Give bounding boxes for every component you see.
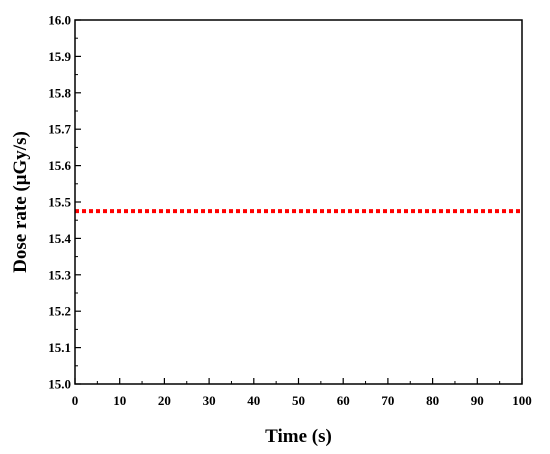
x-tick-label: 50	[292, 393, 305, 408]
y-tick-label: 15.7	[48, 122, 71, 137]
x-tick-label: 60	[337, 393, 350, 408]
x-tick-label: 0	[72, 393, 79, 408]
x-tick-label: 80	[426, 393, 439, 408]
x-tick-label: 10	[113, 393, 126, 408]
x-tick-label: 70	[381, 393, 394, 408]
x-tick-label: 90	[471, 393, 484, 408]
x-tick-label: 100	[512, 393, 532, 408]
plot-frame	[74, 19, 523, 385]
y-tick-label: 15.2	[48, 304, 71, 319]
y-tick-label: 15.0	[48, 377, 71, 392]
y-tick-label: 15.1	[48, 340, 71, 355]
y-tick-label: 15.6	[48, 158, 71, 173]
ticks-layer: 0 10 20 30 40 50 60 70 80 90 100 15.0 15.1 15.2 15.3 15…	[48, 13, 532, 409]
y-tick-label: 15.3	[48, 267, 71, 282]
x-axis-title: Time (s)	[265, 426, 332, 447]
y-tick-label: 16.0	[48, 13, 71, 28]
y-tick-label: 15.4	[48, 231, 71, 246]
x-tick-label: 20	[158, 393, 171, 408]
y-tick-label: 15.5	[48, 195, 71, 210]
y-axis-title: Dose rate (μGy/s)	[10, 131, 31, 273]
x-tick-label: 30	[203, 393, 216, 408]
x-tick-label: 40	[247, 393, 260, 408]
y-tick-label: 15.8	[48, 85, 71, 100]
y-tick-label: 15.9	[48, 49, 71, 64]
